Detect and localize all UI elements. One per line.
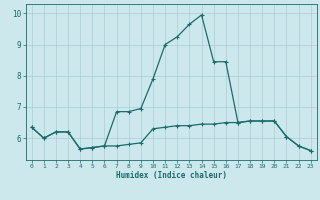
X-axis label: Humidex (Indice chaleur): Humidex (Indice chaleur) — [116, 171, 227, 180]
